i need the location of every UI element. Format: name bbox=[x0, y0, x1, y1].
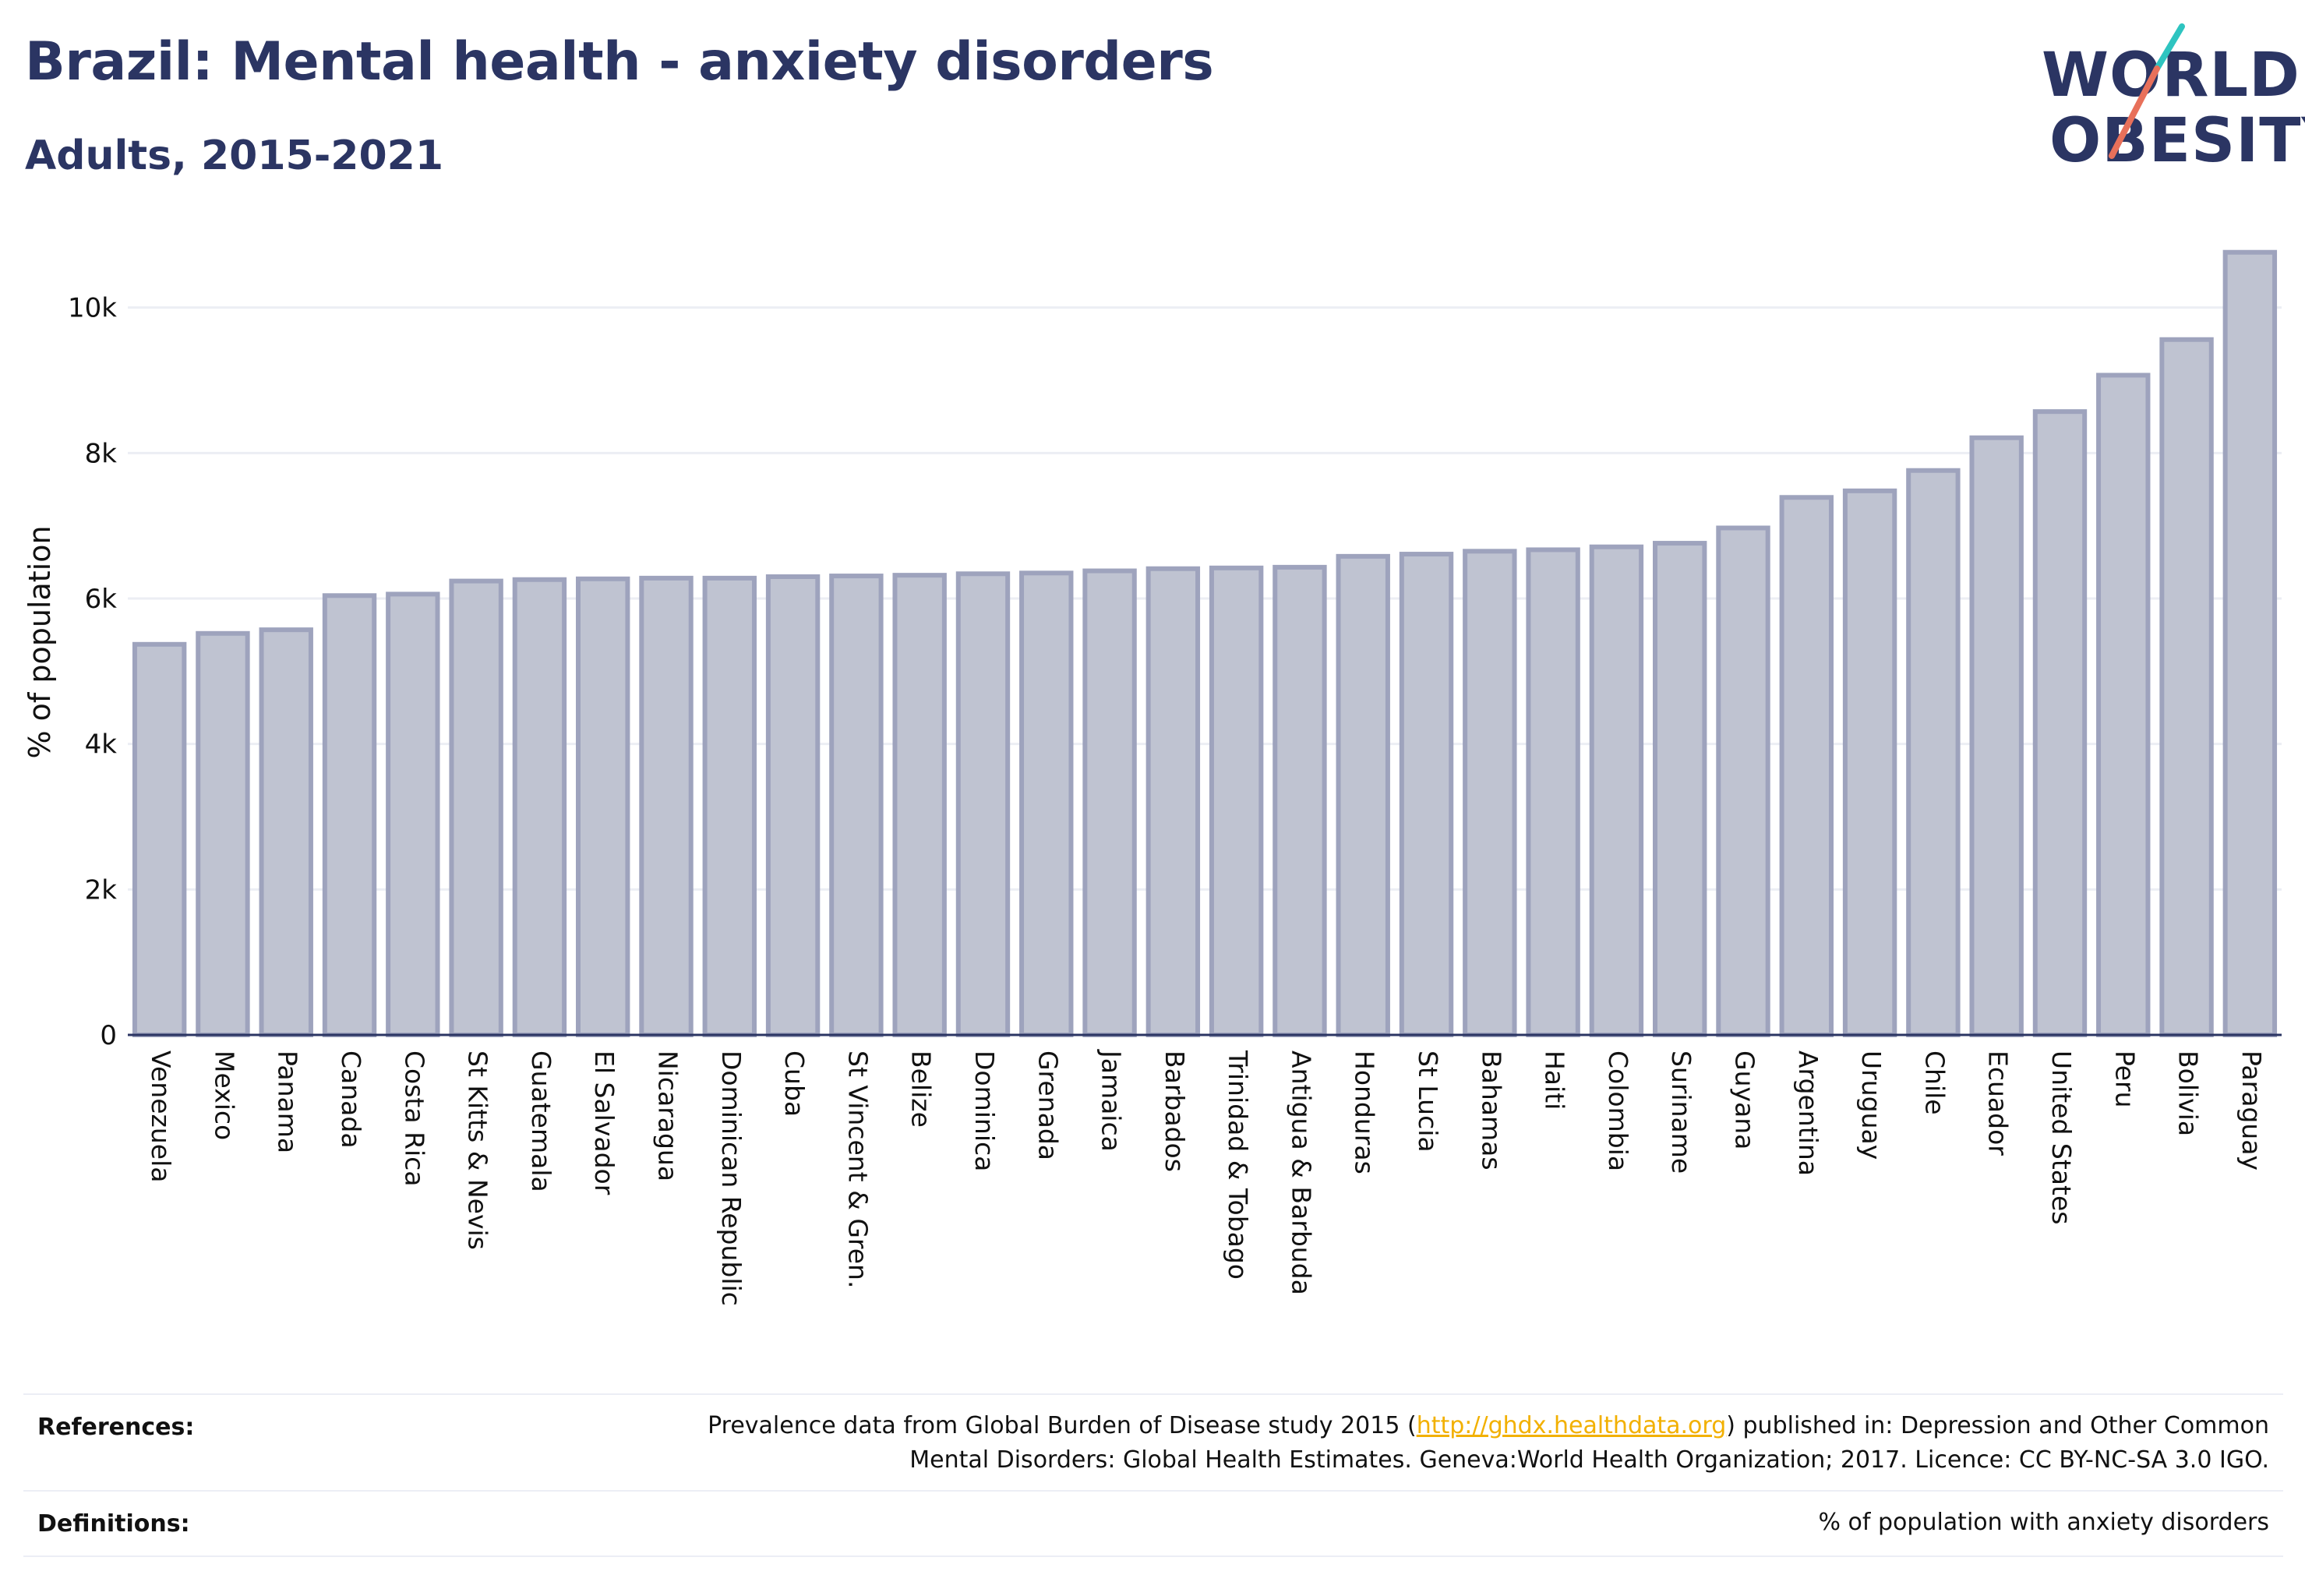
x-tick-label: Haiti bbox=[1540, 1050, 1570, 1110]
bar bbox=[1969, 435, 2024, 1037]
x-tick-label: Peru bbox=[2109, 1050, 2140, 1108]
bar bbox=[2096, 373, 2151, 1037]
divider-top bbox=[23, 1393, 2283, 1395]
y-tick-label: 2k bbox=[85, 874, 118, 906]
x-tick-label: Paraguay bbox=[2236, 1050, 2267, 1171]
x-tick-label: Suriname bbox=[1666, 1050, 1696, 1174]
bar bbox=[892, 573, 947, 1037]
bar bbox=[259, 627, 313, 1037]
x-tick-label: Bolivia bbox=[2173, 1050, 2204, 1136]
x-tick-label: Jamaica bbox=[1096, 1049, 1127, 1152]
y-tick-label: 4k bbox=[85, 729, 118, 761]
bar bbox=[1716, 525, 1770, 1037]
bar bbox=[386, 591, 440, 1037]
bars bbox=[132, 249, 2278, 1037]
y-axis-label: % of population bbox=[23, 525, 57, 758]
bar bbox=[702, 575, 757, 1037]
bar bbox=[1019, 570, 1074, 1037]
y-tick-label: 0 bbox=[100, 1020, 117, 1051]
x-tick-label: Uruguay bbox=[1856, 1050, 1887, 1160]
bar bbox=[1209, 565, 1264, 1037]
x-tick-label: Costa Rica bbox=[399, 1050, 429, 1187]
x-tick-label: Dominica bbox=[969, 1050, 1000, 1171]
x-tick-label: Venezuela bbox=[146, 1050, 176, 1182]
x-tick-label: Dominican Republic bbox=[716, 1050, 747, 1306]
x-tick-label: Nicaragua bbox=[653, 1050, 683, 1181]
references-link[interactable]: http://ghdx.healthdata.org bbox=[1416, 1412, 1727, 1439]
divider-bottom bbox=[23, 1555, 2283, 1557]
logo-slash-icon bbox=[2109, 23, 2185, 159]
x-tick-label: St Lucia bbox=[1413, 1050, 1443, 1153]
x-tick-label: Belize bbox=[906, 1050, 937, 1128]
references-text-pre: Prevalence data from Global Burden of Di… bbox=[708, 1412, 1417, 1439]
bar bbox=[1589, 544, 1644, 1037]
bar-chart: 0 2k 4k 6k 8k 10k Venezuela Mexico Panama Canada… bbox=[23, 249, 2282, 1306]
x-tick-label: Ecuador bbox=[1983, 1050, 2014, 1156]
x-tick-label: Bahamas bbox=[1476, 1050, 1506, 1171]
x-tick-label: Guyana bbox=[1730, 1050, 1760, 1149]
y-tick-label: 10k bbox=[68, 293, 117, 324]
bar bbox=[1082, 568, 1137, 1037]
bar bbox=[1779, 495, 1834, 1037]
bar bbox=[132, 641, 187, 1037]
bar bbox=[576, 576, 630, 1037]
x-tick-label: Grenada bbox=[1032, 1050, 1063, 1160]
bar bbox=[322, 593, 377, 1037]
x-tick-label: Trinidad & Tobago bbox=[1223, 1050, 1253, 1280]
x-tick-label: El Salvador bbox=[589, 1050, 619, 1195]
x-tick-label: St Kitts & Nevis bbox=[463, 1050, 493, 1250]
bar bbox=[1273, 564, 1327, 1037]
definitions-label: Definitions: bbox=[37, 1510, 190, 1538]
bar bbox=[1399, 552, 1454, 1037]
bar bbox=[765, 574, 821, 1037]
references-text-line2: Mental Disorders: Global Health Estimate… bbox=[909, 1446, 2269, 1474]
references-label: References: bbox=[37, 1414, 195, 1441]
bar bbox=[1336, 553, 1390, 1037]
bar bbox=[449, 578, 503, 1037]
references-text-post: ) published in: Depression and Other Com… bbox=[1726, 1412, 2269, 1439]
x-tick-label: Antigua & Barbuda bbox=[1286, 1050, 1316, 1295]
x-tick-label: Panama bbox=[273, 1050, 303, 1153]
chart-title: Brazil: Mental health - anxiety disorder… bbox=[25, 31, 1214, 93]
divider-middle bbox=[23, 1490, 2283, 1492]
x-tick-label: Honduras bbox=[1350, 1050, 1380, 1174]
world-obesity-logo: WORLD OBESITY bbox=[2026, 23, 2305, 171]
definitions-section: Definitions: % of population with anxiet… bbox=[23, 1490, 2283, 1555]
definitions-text: % of population with anxiety disorders bbox=[1818, 1509, 2269, 1536]
x-axis-ticks: Venezuela Mexico Panama Canada Costa Rica St … bbox=[146, 1049, 2267, 1306]
bar bbox=[1653, 541, 1707, 1037]
bar bbox=[1463, 549, 1517, 1037]
logo-line-2: OBESITY bbox=[2049, 106, 2305, 176]
bar bbox=[1906, 468, 1961, 1037]
bar bbox=[1842, 488, 1897, 1037]
bar bbox=[1145, 566, 1201, 1037]
references-text: Prevalence data from Global Burden of Di… bbox=[708, 1409, 2269, 1478]
bar bbox=[2032, 409, 2088, 1037]
y-axis-ticks: 0 2k 4k 6k 8k 10k bbox=[68, 293, 117, 1051]
x-tick-label: Argentina bbox=[1793, 1050, 1823, 1176]
bar bbox=[2159, 337, 2214, 1037]
x-tick-label: Guatemala bbox=[526, 1050, 556, 1192]
x-tick-label: St Vincent & Gren. bbox=[842, 1050, 873, 1288]
x-tick-label: Barbados bbox=[1160, 1050, 1190, 1172]
x-tick-label: Canada bbox=[336, 1050, 366, 1149]
references-section: References: Prevalence data from Global … bbox=[23, 1393, 2283, 1490]
x-tick-label: Cuba bbox=[779, 1050, 810, 1117]
bar bbox=[2222, 249, 2278, 1037]
bar bbox=[639, 575, 694, 1037]
x-tick-label: Mexico bbox=[209, 1050, 239, 1140]
x-tick-label: United States bbox=[2046, 1050, 2077, 1224]
x-tick-label: Colombia bbox=[1603, 1050, 1633, 1171]
chart-subtitle: Adults, 2015-2021 bbox=[25, 132, 444, 179]
bar bbox=[1526, 547, 1580, 1037]
bar bbox=[829, 574, 884, 1037]
logo-line-1: WORLD bbox=[2042, 41, 2300, 111]
y-tick-label: 6k bbox=[85, 584, 118, 615]
bar bbox=[512, 577, 567, 1037]
y-tick-label: 8k bbox=[85, 438, 118, 469]
bar bbox=[196, 630, 250, 1037]
x-tick-label: Chile bbox=[1919, 1050, 1950, 1115]
bar bbox=[955, 571, 1011, 1037]
